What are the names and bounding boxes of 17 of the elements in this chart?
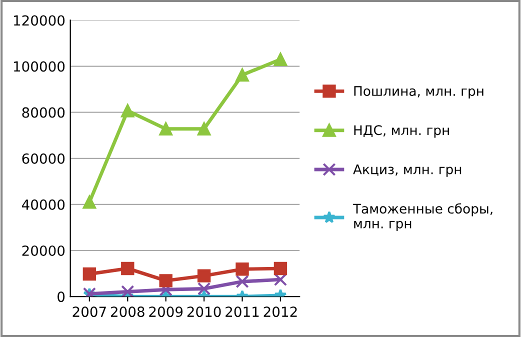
x-tick-label: 2007 — [72, 306, 106, 318]
legend-label: НДС, млн. грн — [354, 125, 449, 138]
y-tick-label: 120000 — [14, 15, 65, 26]
legend-label: Пошлина, млн. грн — [354, 86, 484, 99]
y-tick-label: 20000 — [22, 245, 65, 256]
x-tick-label: 2010 — [187, 306, 221, 318]
x-tick-label: 2008 — [110, 306, 144, 318]
y-tick-label: 80000 — [22, 107, 65, 118]
x-tick-label: 2011 — [226, 306, 259, 318]
y-tick-label: 60000 — [22, 153, 65, 164]
y-tick-label: 40000 — [22, 199, 65, 210]
y-tick-label: 0 — [58, 292, 65, 302]
x-tick-label: 2012 — [264, 306, 297, 318]
y-tick-label: 100000 — [14, 61, 65, 72]
x-tick-label: 2009 — [149, 306, 183, 318]
legend-label: Таможенные сборы, млн. грн — [352, 203, 492, 232]
legend-label: Акциз, млн. грн — [353, 164, 462, 177]
